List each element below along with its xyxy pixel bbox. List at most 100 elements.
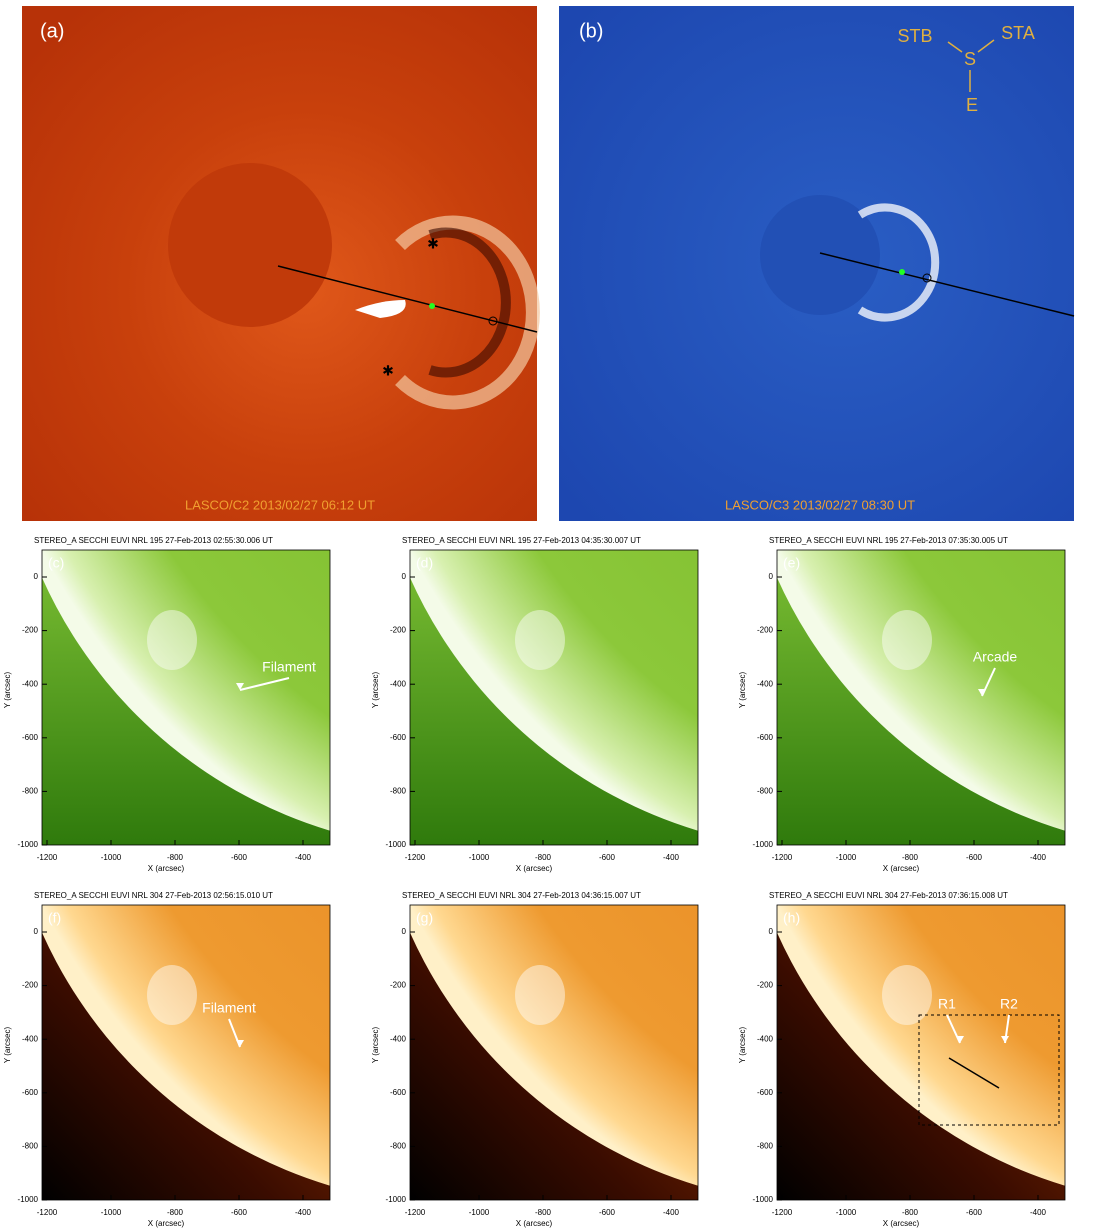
x-tick-label: -800 <box>535 1208 552 1217</box>
y-tick-label: -800 <box>22 1142 39 1151</box>
x-tick-label: -1000 <box>836 1208 857 1217</box>
caption: LASCO/C3 2013/02/27 08:30 UT <box>725 497 915 512</box>
panel-label: (a) <box>40 20 64 42</box>
y-tick-label: -1000 <box>18 840 39 849</box>
panel-label: (h) <box>783 910 800 926</box>
x-tick-label: -600 <box>231 1208 248 1217</box>
annotation: Filament <box>262 659 316 675</box>
figure: ✱ ✱ (a) LASCO/C2 2013/02/27 06:12 UT (b)… <box>0 0 1094 1228</box>
y-tick-label: -800 <box>390 1142 407 1151</box>
y-axis-label: Y (arcsec) <box>371 672 380 709</box>
x-axis-label: X (arcsec) <box>516 1219 553 1228</box>
y-tick-label: -200 <box>22 981 39 990</box>
y-tick-label: -600 <box>390 1088 407 1097</box>
panel-b: (b) LASCO/C3 2013/02/27 08:30 UT STB STA… <box>559 6 1074 521</box>
panel-label: (e) <box>783 555 800 571</box>
annotation: R1 <box>938 996 956 1012</box>
compass-label: STA <box>1001 23 1035 43</box>
y-axis-label: Y (arcsec) <box>3 1027 12 1064</box>
occulter <box>168 163 332 327</box>
y-tick-label: -400 <box>22 679 39 688</box>
x-axis-label: X (arcsec) <box>148 1219 185 1228</box>
marker <box>429 303 435 309</box>
marker: ✱ <box>382 363 394 379</box>
active-region <box>515 965 565 1025</box>
caption: LASCO/C2 2013/02/27 06:12 UT <box>185 497 375 512</box>
panel-title: STEREO_A SECCHI EUVI NRL 304 27-Feb-2013… <box>402 891 641 900</box>
y-tick-label: -800 <box>757 1142 774 1151</box>
y-tick-label: -400 <box>390 679 407 688</box>
y-tick-label: -400 <box>757 1034 774 1043</box>
x-tick-label: -600 <box>599 853 616 862</box>
marker <box>899 269 905 275</box>
active-region <box>882 610 932 670</box>
active-region <box>882 965 932 1025</box>
panel-title: STEREO_A SECCHI EUVI NRL 195 27-Feb-2013… <box>769 536 1008 545</box>
y-tick-label: -400 <box>22 1034 39 1043</box>
x-axis-label: X (arcsec) <box>883 864 920 873</box>
panel-label: (f) <box>48 910 61 926</box>
y-tick-label: -200 <box>390 626 407 635</box>
y-tick-label: -600 <box>757 1088 774 1097</box>
y-tick-label: -600 <box>22 733 39 742</box>
x-axis-label: X (arcsec) <box>883 1219 920 1228</box>
active-region <box>147 610 197 670</box>
panel-a: ✱ ✱ (a) LASCO/C2 2013/02/27 06:12 UT <box>22 6 537 521</box>
y-tick-label: -1000 <box>753 1195 774 1204</box>
y-tick-label: 0 <box>769 927 774 936</box>
y-axis-label: Y (arcsec) <box>738 1027 747 1064</box>
y-axis-label: Y (arcsec) <box>738 672 747 709</box>
panel-title: STEREO_A SECCHI EUVI NRL 195 27-Feb-2013… <box>34 536 273 545</box>
x-tick-label: -800 <box>902 853 919 862</box>
annotation: Arcade <box>973 649 1018 665</box>
x-tick-label: -400 <box>663 853 680 862</box>
compass-label: E <box>966 95 978 115</box>
y-tick-label: 0 <box>34 572 39 581</box>
y-axis-label: Y (arcsec) <box>3 672 12 709</box>
x-tick-label: -1200 <box>37 1208 58 1217</box>
y-axis-label: Y (arcsec) <box>371 1027 380 1064</box>
x-tick-label: -1200 <box>37 853 58 862</box>
x-tick-label: -600 <box>966 1208 983 1217</box>
compass-label: STB <box>897 26 932 46</box>
marker: ✱ <box>427 236 439 252</box>
x-tick-label: -1200 <box>405 853 426 862</box>
x-tick-label: -600 <box>599 1208 616 1217</box>
x-tick-label: -800 <box>535 853 552 862</box>
annotation: Filament <box>202 1000 256 1016</box>
x-tick-label: -400 <box>1030 853 1047 862</box>
x-tick-label: -400 <box>295 853 312 862</box>
y-tick-label: 0 <box>769 572 774 581</box>
x-tick-label: -400 <box>295 1208 312 1217</box>
y-tick-label: -400 <box>757 679 774 688</box>
panel-label: (g) <box>416 910 433 926</box>
x-tick-label: -1000 <box>836 853 857 862</box>
y-tick-label: 0 <box>34 927 39 936</box>
x-axis-label: X (arcsec) <box>516 864 553 873</box>
active-region <box>147 965 197 1025</box>
x-tick-label: -800 <box>167 1208 184 1217</box>
y-tick-label: -200 <box>757 981 774 990</box>
y-tick-label: -200 <box>757 626 774 635</box>
x-tick-label: -1000 <box>469 853 490 862</box>
y-tick-label: -1000 <box>386 840 407 849</box>
y-tick-label: 0 <box>402 572 407 581</box>
x-tick-label: -1000 <box>101 853 122 862</box>
x-tick-label: -800 <box>167 853 184 862</box>
panel-title: STEREO_A SECCHI EUVI NRL 304 27-Feb-2013… <box>769 891 1008 900</box>
y-tick-label: -1000 <box>18 1195 39 1204</box>
x-tick-label: -1200 <box>772 1208 793 1217</box>
y-tick-label: -800 <box>22 787 39 796</box>
x-tick-label: -400 <box>663 1208 680 1217</box>
page: ✱ ✱ (a) LASCO/C2 2013/02/27 06:12 UT (b)… <box>0 0 1094 1228</box>
y-tick-label: -400 <box>390 1034 407 1043</box>
panel-label: (d) <box>416 555 433 571</box>
y-tick-label: -600 <box>22 1088 39 1097</box>
x-tick-label: -1000 <box>469 1208 490 1217</box>
x-tick-label: -600 <box>966 853 983 862</box>
x-tick-label: -400 <box>1030 1208 1047 1217</box>
x-tick-label: -600 <box>231 853 248 862</box>
y-tick-label: -200 <box>22 626 39 635</box>
panel-title: STEREO_A SECCHI EUVI NRL 304 27-Feb-2013… <box>34 891 273 900</box>
annotation: R2 <box>1000 996 1018 1012</box>
